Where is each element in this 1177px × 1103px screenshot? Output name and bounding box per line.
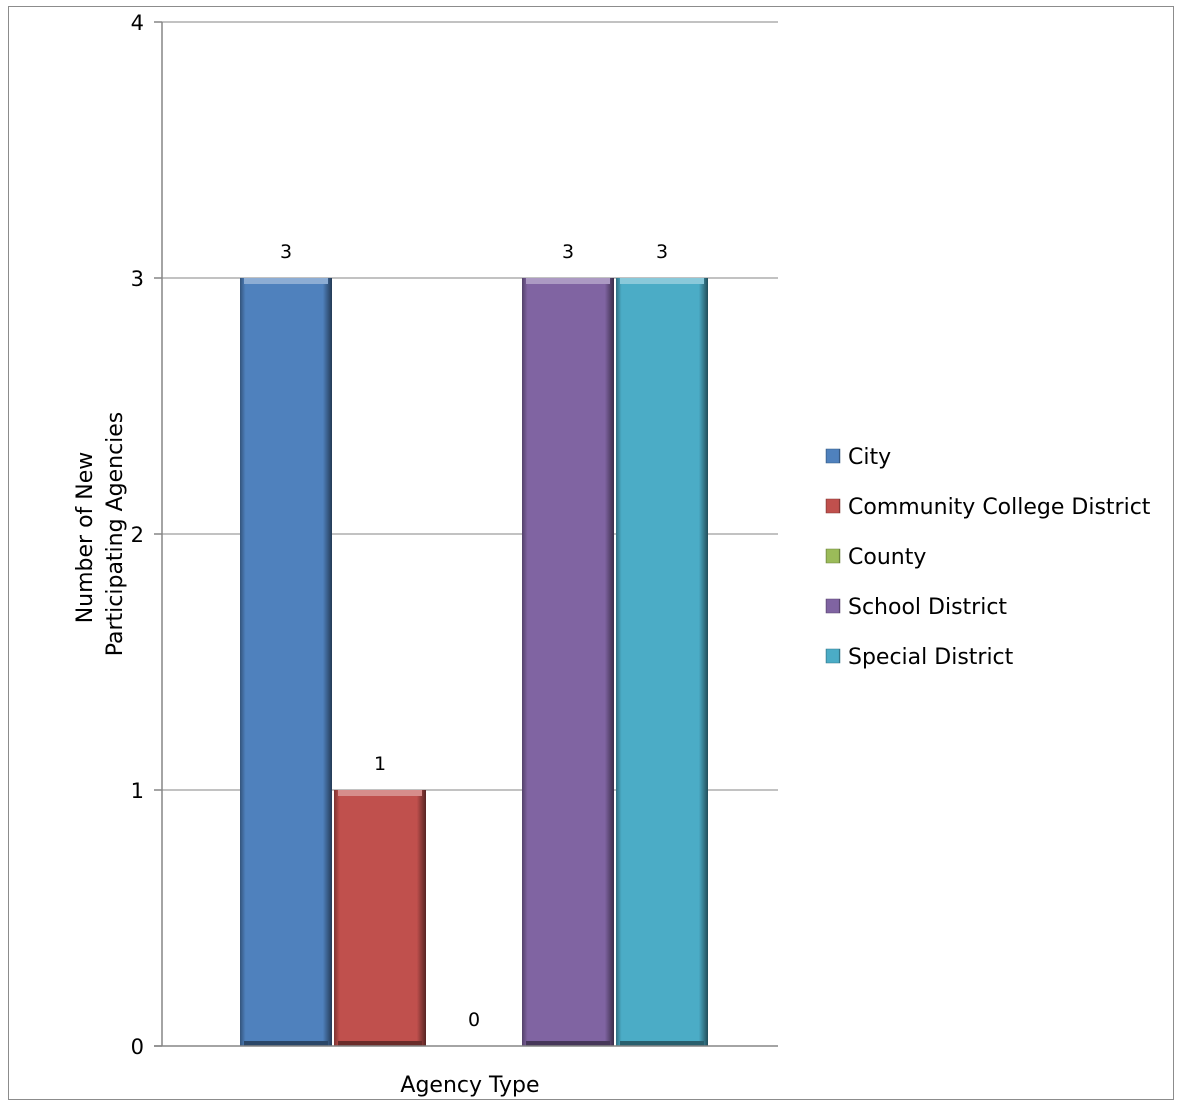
bar-bottom-bevel (244, 1041, 328, 1046)
data-label-special-district: 3 (656, 241, 668, 263)
axes (154, 22, 778, 1047)
data-label-county: 0 (468, 1009, 480, 1031)
legend-label-city: City (848, 445, 891, 470)
legend-swatch-school-district (825, 598, 841, 614)
y-tick-label: 4 (131, 11, 144, 35)
legend-label-community-college-district: Community College District (848, 495, 1151, 520)
legend-label-county: County (848, 545, 926, 570)
bar-top-bevel (338, 790, 422, 796)
legend-label-school-district: School District (848, 595, 1007, 620)
bar-top-bevel (620, 278, 704, 284)
legend-swatch-special-district (825, 648, 841, 664)
legend-swatch-county (825, 548, 841, 564)
y-tick-label: 3 (131, 267, 144, 291)
y-tick-label: 0 (131, 1035, 144, 1059)
bar-bottom-bevel (526, 1041, 610, 1046)
legend: City Community College District County Scho… (825, 445, 1151, 670)
y-tick-label: 2 (131, 523, 144, 547)
y-tick-label: 1 (131, 779, 144, 803)
y-tick-labels: 0 1 2 3 4 (131, 11, 144, 1059)
legend-swatch-community-college-district (825, 498, 841, 514)
bar-city (240, 278, 332, 1046)
bar-bottom-bevel (620, 1041, 704, 1046)
data-label-community-college-district: 1 (374, 753, 386, 775)
x-axis-title: Agency Type (400, 1073, 539, 1098)
bar-school-district (522, 278, 614, 1046)
data-labels: 3 1 0 3 3 (280, 241, 668, 1031)
bar-top-bevel (526, 278, 610, 284)
bars (240, 278, 708, 1046)
legend-swatch-city (825, 448, 841, 464)
y-axis-title: Number of New Participating Agencies (73, 412, 128, 657)
bar-community-college-district (334, 790, 426, 1046)
bar-bottom-bevel (338, 1041, 422, 1046)
bar-top-bevel (244, 278, 328, 284)
bar-special-district (616, 278, 708, 1046)
legend-label-special-district: Special District (848, 645, 1014, 670)
data-label-school-district: 3 (562, 241, 574, 263)
data-label-city: 3 (280, 241, 292, 263)
y-axis-title-line-1: Number of New (73, 452, 98, 624)
y-axis-title-line-2: Participating Agencies (103, 412, 128, 657)
